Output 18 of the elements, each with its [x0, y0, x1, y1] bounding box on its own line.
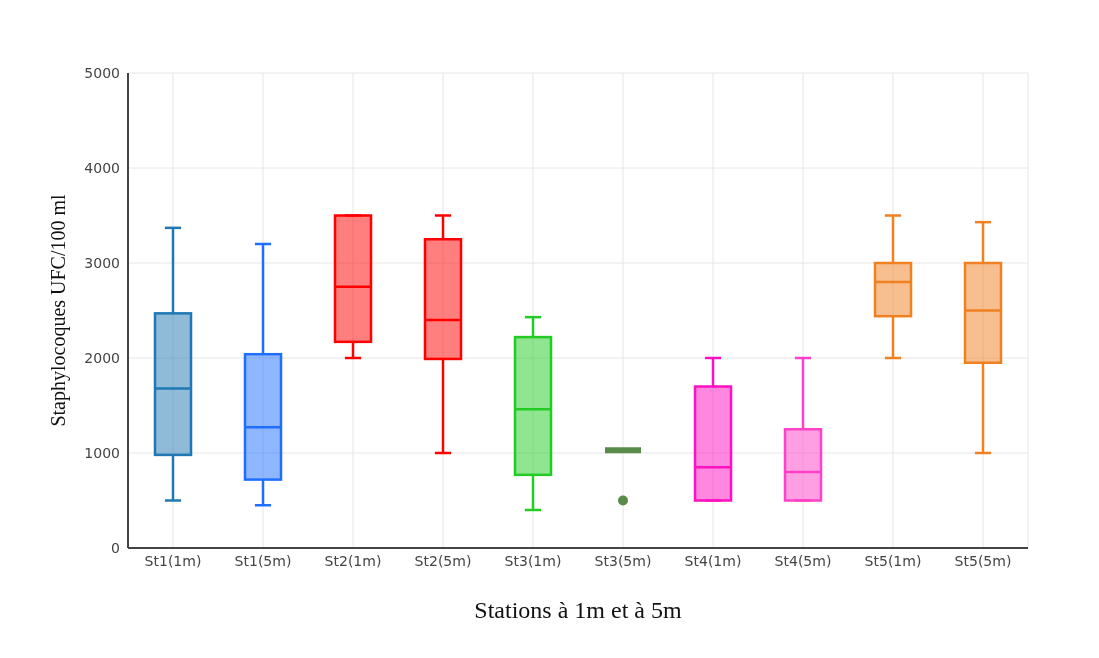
- x-tick-label: St2(5m): [414, 552, 472, 569]
- x-tick-label: St5(5m): [954, 552, 1012, 569]
- x-tick-label: St2(1m): [324, 552, 382, 569]
- x-tick-label: St4(1m): [684, 552, 742, 569]
- y-tick-label: 1000: [84, 444, 120, 461]
- y-tick-label: 3000: [84, 254, 120, 271]
- x-tick-label: St1(1m): [144, 552, 202, 569]
- x-tick-label: St3(1m): [504, 552, 562, 569]
- y-tick-label: 0: [111, 539, 120, 556]
- x-tick-label: St3(5m): [594, 552, 652, 569]
- x-tick-label: St5(1m): [864, 552, 922, 569]
- y-axis-title: Staphylocoques UFC/100 ml: [47, 193, 71, 427]
- y-tick-label: 2000: [84, 349, 120, 366]
- y-tick-label: 5000: [84, 64, 120, 81]
- x-axis-title: Stations à 1m et à 5m: [474, 597, 682, 623]
- x-tick-label: St1(5m): [234, 552, 292, 569]
- y-tick-label: 4000: [84, 159, 120, 176]
- x-tick-label: St4(5m): [774, 552, 832, 569]
